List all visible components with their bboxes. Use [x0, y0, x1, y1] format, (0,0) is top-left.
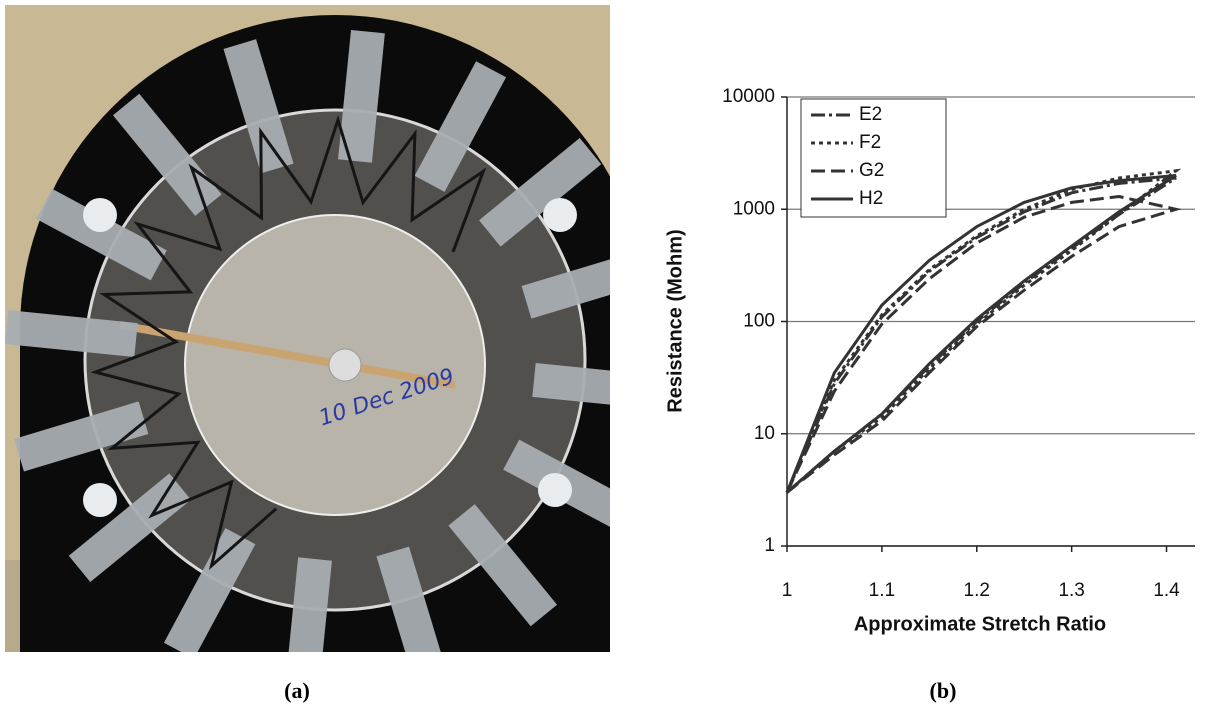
mount-knob: [83, 198, 117, 232]
series-line: [785, 194, 1182, 494]
series-line: [785, 174, 1177, 494]
tape-strip: [532, 363, 610, 405]
y-tick-label: 1: [764, 535, 775, 556]
mount-knob: [83, 483, 117, 517]
hub: [328, 348, 362, 382]
series-line: [785, 168, 1182, 494]
wire-zigzag: [90, 115, 487, 571]
y-tick-label: 1000: [733, 198, 775, 219]
x-axis-label: Approximate Stretch Ratio: [854, 613, 1106, 635]
tape-strip: [338, 29, 385, 163]
legend-label: G2: [859, 160, 884, 181]
x-tick-label: 1.2: [964, 580, 990, 601]
photo: 10 Dec 2009: [5, 5, 610, 652]
tape-strip: [68, 473, 191, 583]
panel-label: (a): [284, 678, 310, 703]
tape-strip: [376, 546, 441, 652]
tape-strip: [448, 504, 558, 627]
y-tick-label: 10000: [722, 86, 775, 107]
x-tick-label: 1: [782, 580, 793, 601]
tape-strip: [5, 310, 138, 357]
panel-label: (b): [930, 678, 957, 703]
legend-box: [800, 98, 947, 218]
tape-strip: [112, 93, 222, 216]
plot: 1 10 100 1000 10000 1 1.1 1.2 1.3 1.4 E2 F2 G2 H2: [722, 86, 1195, 601]
tape-strip: [414, 61, 507, 192]
legend-label: F2: [859, 132, 881, 153]
wooden-rod: [119, 321, 456, 389]
y-tick-label: 100: [743, 311, 775, 332]
tape-strip: [479, 137, 602, 247]
tape-strip: [288, 557, 332, 652]
tape-strip: [36, 188, 167, 281]
x-tick-label: 1.1: [869, 580, 895, 601]
tape-strip: [14, 401, 149, 472]
tape-strip: [163, 528, 256, 652]
legend-label: E2: [859, 104, 882, 125]
x-tick-label: 1.3: [1058, 580, 1084, 601]
x-tick-label: 1.4: [1153, 580, 1180, 601]
legend-label: H2: [859, 188, 883, 209]
y-tick-label: 10: [754, 423, 775, 444]
y-axis-label: Resistance (Mohm): [664, 229, 686, 412]
mount-knob: [543, 198, 577, 232]
tape-strip: [521, 259, 610, 319]
mount-knob: [538, 473, 572, 507]
